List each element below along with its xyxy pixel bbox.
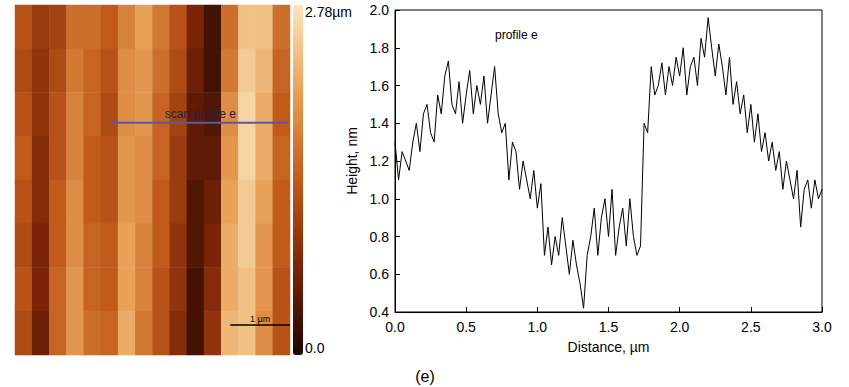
svg-text:scan profile e: scan profile e bbox=[165, 107, 237, 121]
svg-text:0.0: 0.0 bbox=[305, 340, 325, 356]
svg-text:1 µm: 1 µm bbox=[250, 314, 270, 324]
svg-text:1.0: 1.0 bbox=[370, 191, 390, 207]
svg-text:0.6: 0.6 bbox=[370, 266, 390, 282]
svg-text:1.2: 1.2 bbox=[370, 153, 390, 169]
svg-text:1.5: 1.5 bbox=[599, 319, 619, 335]
svg-text:profile e: profile e bbox=[495, 28, 538, 42]
svg-text:2.78µm: 2.78µm bbox=[305, 4, 352, 20]
svg-text:0.0: 0.0 bbox=[385, 319, 405, 335]
svg-text:(e): (e) bbox=[415, 368, 435, 385]
svg-text:2.0: 2.0 bbox=[370, 2, 390, 18]
svg-text:1.8: 1.8 bbox=[370, 40, 390, 56]
svg-text:0.4: 0.4 bbox=[370, 304, 390, 320]
svg-text:3.0: 3.0 bbox=[812, 319, 832, 335]
svg-text:1.4: 1.4 bbox=[370, 115, 390, 131]
svg-text:1.0: 1.0 bbox=[528, 319, 548, 335]
svg-text:1.6: 1.6 bbox=[370, 78, 390, 94]
svg-text:2.0: 2.0 bbox=[670, 319, 690, 335]
svg-text:Distance, µm: Distance, µm bbox=[568, 339, 650, 355]
svg-text:0.5: 0.5 bbox=[456, 319, 476, 335]
svg-text:Height, nm: Height, nm bbox=[344, 127, 360, 195]
svg-text:0.8: 0.8 bbox=[370, 229, 390, 245]
svg-text:2.5: 2.5 bbox=[741, 319, 761, 335]
